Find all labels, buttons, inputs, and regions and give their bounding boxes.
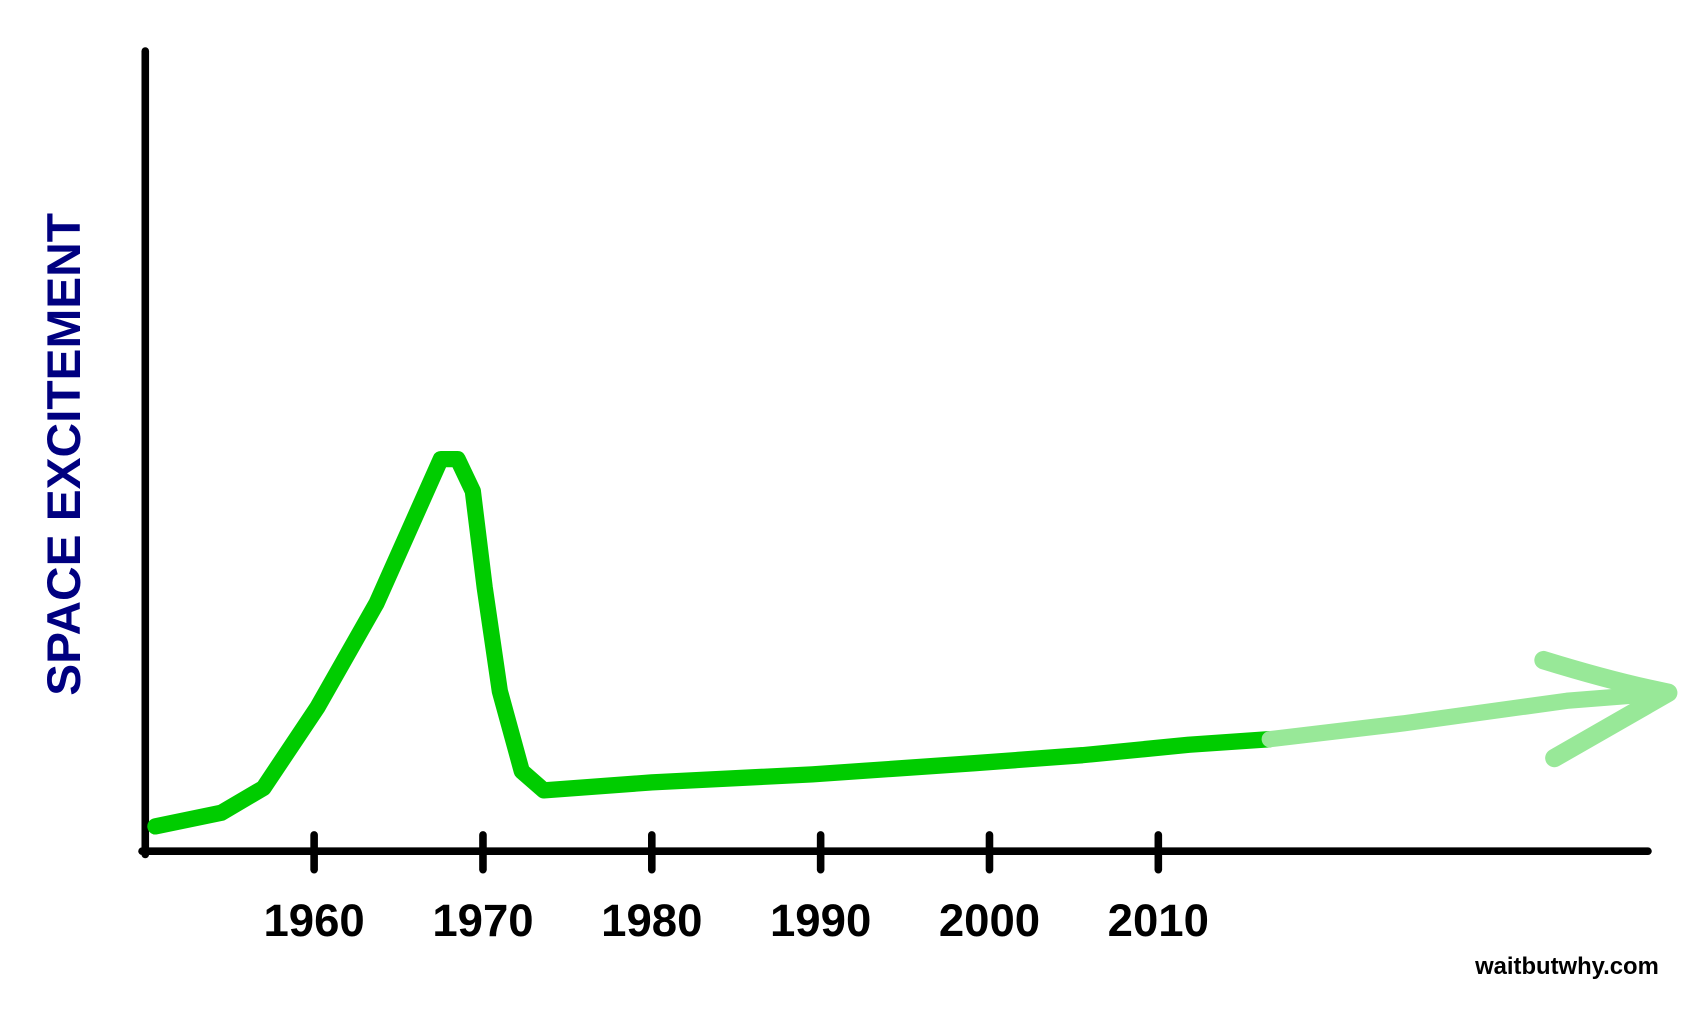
x-tick-label: 2000 [939,895,1040,946]
data-line [1261,684,1677,748]
data-line [147,450,1278,835]
arrowhead [1534,650,1678,768]
x-tick-label: 1980 [601,895,702,946]
x-tick-label: 1970 [432,895,533,946]
x-tick-label: 2010 [1108,895,1209,946]
x-tick-label: 1960 [263,895,364,946]
x-tick-label: 1990 [770,895,871,946]
y-axis-label: SPACE EXCITEMENT [38,213,91,696]
watermark: waitbutwhy.com [1474,953,1659,980]
